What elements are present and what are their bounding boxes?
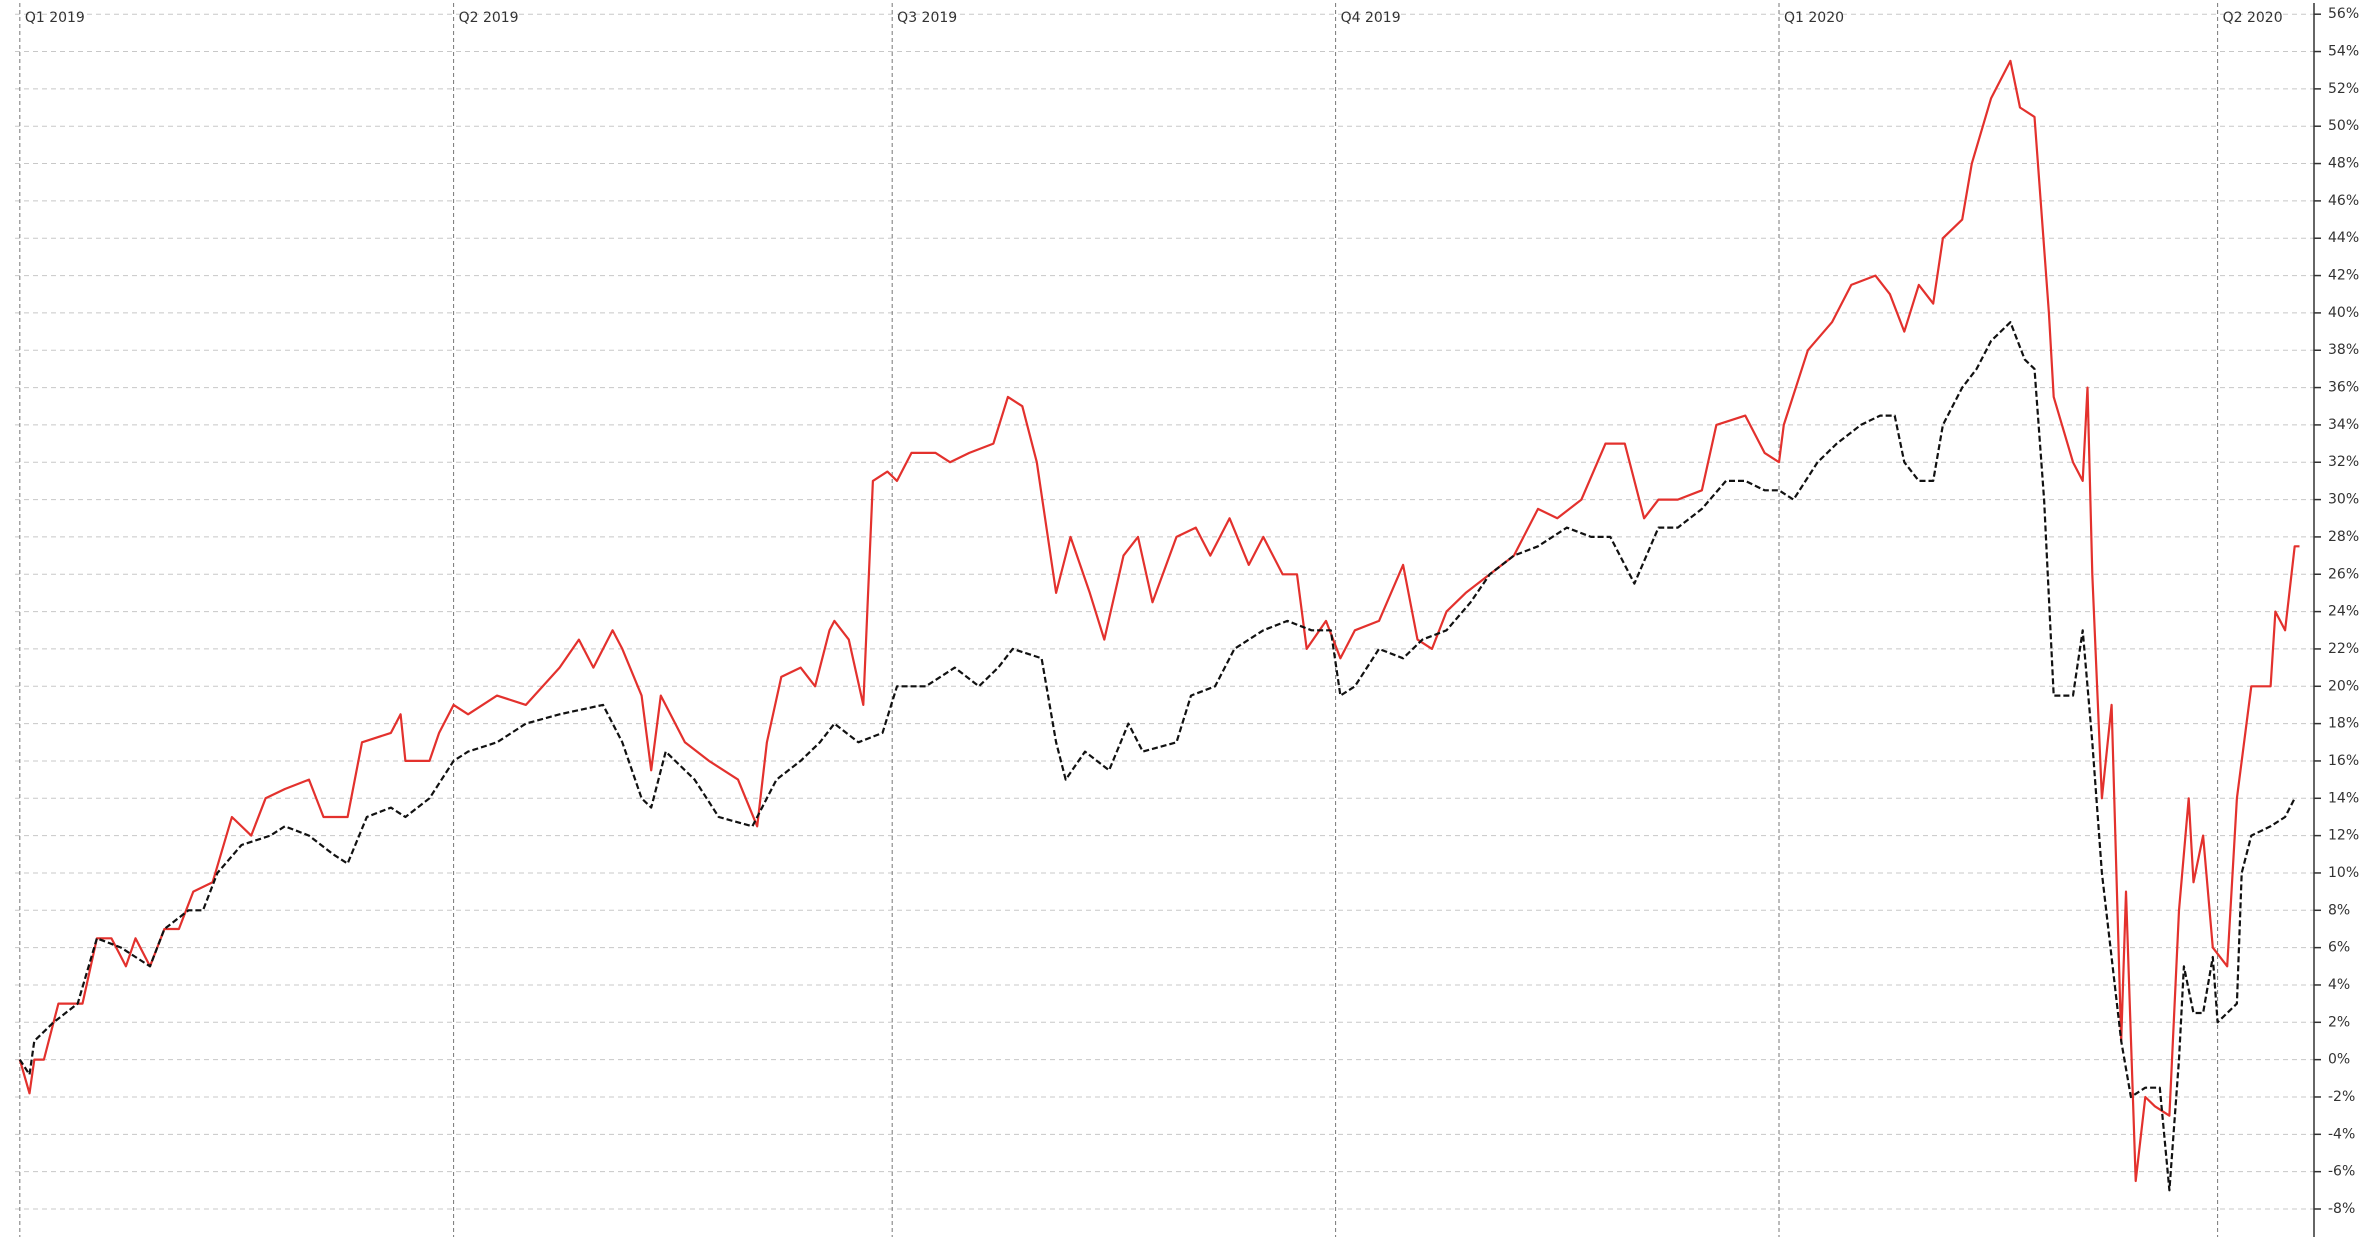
y-tick-label: 36% (2328, 380, 2359, 396)
y-tick-label: 14% (2328, 790, 2359, 806)
y-tick-label: 42% (2328, 268, 2359, 284)
x-tick-label: Q2 2019 (459, 10, 519, 26)
y-tick-label: 16% (2328, 753, 2359, 769)
y-tick-label: -4% (2328, 1126, 2355, 1142)
y-tick-label: 18% (2328, 716, 2359, 732)
y-tick-label: 30% (2328, 492, 2359, 508)
y-tick-label: 20% (2328, 678, 2359, 694)
y-tick-label: 48% (2328, 156, 2359, 172)
y-tick-label: -6% (2328, 1164, 2355, 1180)
y-tick-label: 4% (2328, 977, 2350, 993)
y-tick-label: 0% (2328, 1052, 2350, 1068)
y-tick-label: 2% (2328, 1014, 2350, 1030)
y-tick-label: 34% (2328, 417, 2359, 433)
y-tick-label: 10% (2328, 865, 2359, 881)
y-tick-label: 12% (2328, 828, 2359, 844)
y-tick-label: 44% (2328, 230, 2359, 246)
series-line (18, 59, 2300, 1183)
y-tick-label: 6% (2328, 940, 2350, 956)
y-tick-label: 56% (2328, 6, 2359, 22)
y-tick-label: 52% (2328, 81, 2359, 97)
y-tick-label: 22% (2328, 641, 2359, 657)
y-tick-label: 54% (2328, 44, 2359, 60)
x-tick-label: Q2 2020 (2223, 10, 2283, 26)
x-tick-label: Q1 2019 (25, 10, 85, 26)
y-tick-label: 8% (2328, 902, 2350, 918)
y-tick-label: -8% (2328, 1201, 2355, 1217)
x-tick-label: Q4 2019 (1341, 10, 1401, 26)
y-tick-label: 28% (2328, 529, 2359, 545)
y-tick-label: 40% (2328, 305, 2359, 321)
y-tick-label: 50% (2328, 118, 2359, 134)
y-tick-label: 32% (2328, 454, 2359, 470)
x-tick-label: Q1 2020 (1784, 10, 1844, 26)
y-tick-label: 24% (2328, 604, 2359, 620)
x-tick-label: Q3 2019 (897, 10, 957, 26)
y-tick-label: 38% (2328, 342, 2359, 358)
y-tick-label: -2% (2328, 1089, 2355, 1105)
y-tick-label: 26% (2328, 566, 2359, 582)
y-tick-label: 46% (2328, 193, 2359, 209)
series-line (18, 321, 2296, 1192)
